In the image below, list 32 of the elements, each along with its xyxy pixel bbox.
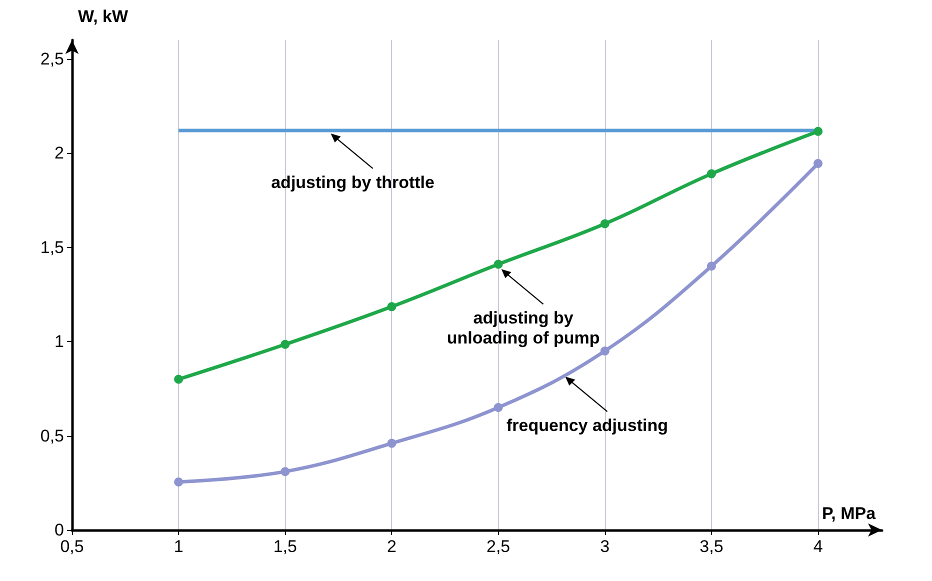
annotation: adjusting by unloading of pump [446, 308, 600, 348]
point [600, 219, 610, 228]
point [174, 374, 184, 384]
annotation: adjusting by throttle [271, 172, 434, 192]
x-tick-label: 2,5 [486, 537, 510, 556]
y-tick-label: 2,5 [40, 49, 64, 68]
y-tick-label: 0 [54, 520, 64, 540]
point [494, 260, 503, 269]
point [387, 438, 396, 448]
point [174, 477, 184, 486]
y-tick-label: 1 [54, 332, 64, 352]
point [280, 467, 290, 476]
x-tick-label: 2 [387, 537, 396, 556]
y-tick-label: 2 [54, 144, 64, 163]
point [814, 158, 823, 168]
point [706, 169, 716, 178]
annotation: frequency adjusting [506, 416, 668, 436]
point [706, 262, 716, 271]
point [600, 346, 610, 356]
x-tick-label: 3 [600, 537, 610, 556]
x-axis-title: P, MPa [822, 504, 876, 523]
point [280, 340, 290, 349]
point [387, 302, 396, 312]
x-tick-label: 1 [174, 537, 184, 556]
x-tick-label: 4 [813, 537, 823, 556]
point [494, 403, 503, 412]
x-tick-label: 1,5 [273, 537, 297, 556]
x-tick-label: 3,5 [700, 537, 724, 556]
point [814, 126, 823, 136]
y-axis-title: W, kW [78, 7, 130, 26]
y-tick-label: 0,5 [40, 426, 64, 446]
y-tick-label: 1,5 [40, 238, 64, 257]
